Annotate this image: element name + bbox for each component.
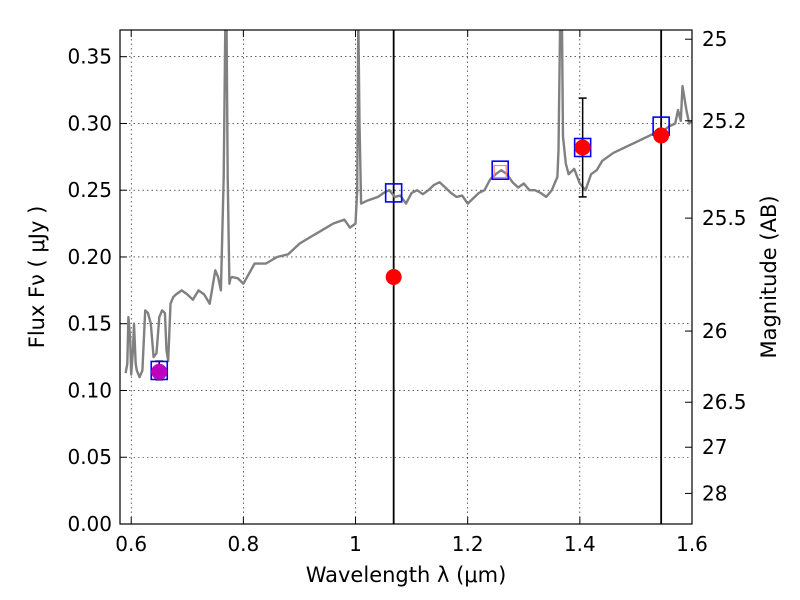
magnitude-axis-ticks: 25 25.2 25.5 26 26.5 27 28 (685, 27, 747, 505)
y-tick-label: 0.10 (67, 378, 112, 402)
magnitude-tick-label: 25.5 (702, 206, 747, 230)
y-tick-label: 0.30 (67, 111, 112, 135)
y-axis-ticks: 0.00 0.05 0.10 0.15 0.20 0.25 0.30 0.35 (67, 45, 127, 536)
plot-frame (119, 29, 693, 525)
red-dot-marker (574, 139, 591, 156)
data-markers (150, 116, 670, 381)
magnitude-tick-label: 27 (702, 435, 727, 459)
purple-dot-marker (151, 363, 168, 380)
magnitude-tick-label: 26.5 (702, 390, 747, 414)
y-tick-label: 0.20 (67, 245, 112, 269)
plot-background (120, 30, 692, 524)
x-tick-label: 1 (349, 532, 362, 556)
y-tick-label: 0.05 (67, 445, 112, 469)
x-tick-label: 0.6 (115, 532, 147, 556)
blue-square-marker (384, 183, 403, 203)
x-tick-label: 1.6 (676, 532, 708, 556)
magnitude-tick-label: 28 (702, 481, 727, 505)
y-tick-label: 0.00 (67, 512, 112, 536)
blue-square-marker (491, 160, 510, 180)
x-axis-ticks: 0.6 0.8 1 1.2 1.4 1.6 (115, 30, 708, 556)
y-tick-label: 0.15 (67, 312, 112, 336)
x-tick-label: 0.8 (227, 532, 259, 556)
y2-axis-label: Magnitude (AB) (757, 195, 781, 358)
magnitude-tick-label: 25.2 (702, 109, 747, 133)
magnitude-tick-label: 26 (702, 319, 727, 343)
y-axis-label: Flux Fν ( μJy ) (25, 206, 49, 349)
red-dot-marker (385, 269, 402, 285)
magnitude-tick-label: 25 (702, 27, 727, 51)
x-axis-label: Wavelength λ (μm) (306, 563, 507, 587)
spectrum-line (124, 30, 692, 379)
spectrum-series (124, 30, 692, 379)
pink-square-marker (493, 164, 507, 179)
y-tick-label: 0.35 (67, 45, 112, 69)
x-tick-label: 1.4 (564, 532, 596, 556)
red-dot-marker (653, 127, 670, 144)
y-tick-label: 0.25 (67, 178, 112, 202)
x-tick-label: 1.2 (452, 532, 484, 556)
